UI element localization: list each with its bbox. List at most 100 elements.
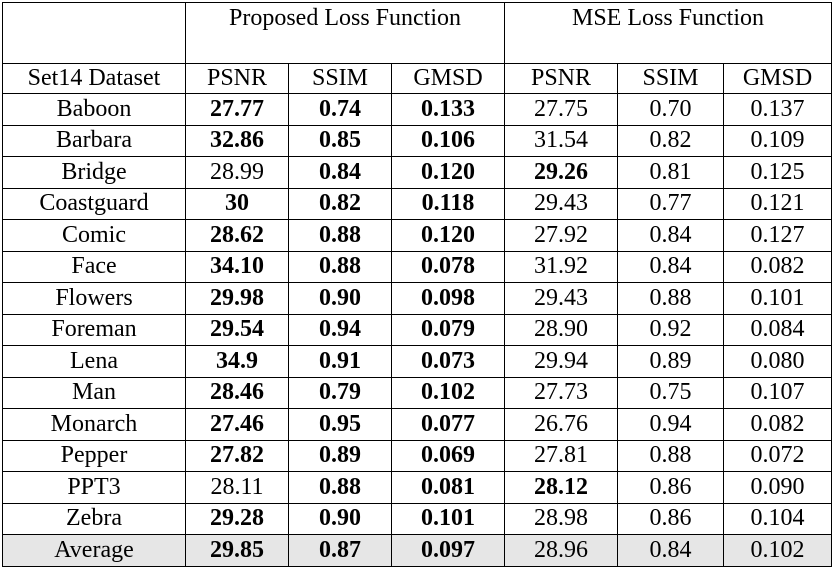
mse-psnr-cell: 27.73 <box>504 376 618 409</box>
mse-psnr-cell: 29.43 <box>504 282 618 315</box>
proposed-gmsd-cell: 0.118 <box>391 187 505 220</box>
mse-psnr-cell: 29.43 <box>504 187 618 220</box>
proposed-gmsd-cell: 0.073 <box>391 345 505 378</box>
results-table: Proposed Loss Function MSE Loss Function… <box>2 2 832 567</box>
proposed-ssim-cell: 0.87 <box>288 534 392 567</box>
mse-ssim-cell: 0.94 <box>617 408 724 441</box>
proposed-ssim-cell: 0.79 <box>288 376 392 409</box>
proposed-psnr-cell: 34.10 <box>185 250 289 283</box>
mse-gmsd-cell: 0.084 <box>723 313 832 346</box>
image-name-cell: Coastguard <box>2 187 186 220</box>
mse-gmsd-cell: 0.104 <box>723 502 832 535</box>
metric-header-psnr: PSNR <box>504 63 618 94</box>
proposed-ssim-cell: 0.84 <box>288 156 392 189</box>
mse-gmsd-cell: 0.082 <box>723 408 832 441</box>
mse-ssim-cell: 0.84 <box>617 250 724 283</box>
table-row: Coastguard 30 0.82 0.118 29.43 0.77 0.121 <box>2 187 832 220</box>
mse-psnr-cell: 27.81 <box>504 439 618 472</box>
mse-psnr-cell: 31.92 <box>504 250 618 283</box>
image-name-cell: Monarch <box>2 408 186 441</box>
mse-psnr-cell: 27.92 <box>504 219 618 252</box>
proposed-gmsd-cell: 0.079 <box>391 313 505 346</box>
image-name-cell: Zebra <box>2 502 186 535</box>
proposed-gmsd-cell: 0.098 <box>391 282 505 315</box>
proposed-ssim-cell: 0.88 <box>288 471 392 504</box>
proposed-psnr-cell: 28.11 <box>185 471 289 504</box>
group-header-proposed: Proposed Loss Function <box>185 2 505 64</box>
image-name-cell: Flowers <box>2 282 186 315</box>
proposed-psnr-cell: 28.46 <box>185 376 289 409</box>
image-name-cell: Comic <box>2 219 186 252</box>
metric-header-gmsd: GMSD <box>723 63 832 94</box>
image-name-cell: Lena <box>2 345 186 378</box>
mse-psnr-cell: 29.94 <box>504 345 618 378</box>
image-name-cell: Foreman <box>2 313 186 346</box>
mse-ssim-cell: 0.88 <box>617 439 724 472</box>
mse-psnr-cell: 26.76 <box>504 408 618 441</box>
mse-ssim-cell: 0.70 <box>617 93 724 126</box>
mse-ssim-cell: 0.89 <box>617 345 724 378</box>
proposed-psnr-cell: 29.54 <box>185 313 289 346</box>
mse-gmsd-cell: 0.102 <box>723 534 832 567</box>
proposed-psnr-cell: 28.99 <box>185 156 289 189</box>
proposed-ssim-cell: 0.90 <box>288 502 392 535</box>
proposed-ssim-cell: 0.74 <box>288 93 392 126</box>
metric-header-ssim: SSIM <box>617 63 724 94</box>
mse-gmsd-cell: 0.082 <box>723 250 832 283</box>
metric-header-row: Set14 Dataset PSNR SSIM GMSD PSNR SSIM G… <box>2 63 832 94</box>
table-row: Foreman 29.54 0.94 0.079 28.90 0.92 0.084 <box>2 313 832 346</box>
mse-psnr-cell: 28.90 <box>504 313 618 346</box>
proposed-gmsd-cell: 0.106 <box>391 124 505 157</box>
mse-gmsd-cell: 0.072 <box>723 439 832 472</box>
mse-ssim-cell: 0.81 <box>617 156 724 189</box>
proposed-psnr-cell: 27.82 <box>185 439 289 472</box>
table-row: Average 29.85 0.87 0.097 28.96 0.84 0.102 <box>2 534 832 567</box>
proposed-ssim-cell: 0.82 <box>288 187 392 220</box>
proposed-ssim-cell: 0.91 <box>288 345 392 378</box>
corner-cell <box>2 2 186 64</box>
proposed-ssim-cell: 0.95 <box>288 408 392 441</box>
group-header-row: Proposed Loss Function MSE Loss Function <box>2 2 832 64</box>
image-name-cell: Man <box>2 376 186 409</box>
table-row: Bridge 28.99 0.84 0.120 29.26 0.81 0.125 <box>2 156 832 189</box>
image-name-cell: Average <box>2 534 186 567</box>
mse-gmsd-cell: 0.090 <box>723 471 832 504</box>
group-header-mse: MSE Loss Function <box>504 2 832 64</box>
mse-ssim-cell: 0.92 <box>617 313 724 346</box>
mse-psnr-cell: 28.98 <box>504 502 618 535</box>
proposed-gmsd-cell: 0.133 <box>391 93 505 126</box>
mse-ssim-cell: 0.84 <box>617 534 724 567</box>
dataset-label: Set14 Dataset <box>2 63 186 94</box>
table-row: Pepper 27.82 0.89 0.069 27.81 0.88 0.072 <box>2 439 832 472</box>
image-name-cell: Baboon <box>2 93 186 126</box>
proposed-psnr-cell: 28.62 <box>185 219 289 252</box>
mse-gmsd-cell: 0.080 <box>723 345 832 378</box>
mse-psnr-cell: 29.26 <box>504 156 618 189</box>
proposed-ssim-cell: 0.94 <box>288 313 392 346</box>
mse-gmsd-cell: 0.107 <box>723 376 832 409</box>
image-name-cell: Barbara <box>2 124 186 157</box>
proposed-gmsd-cell: 0.120 <box>391 156 505 189</box>
proposed-psnr-cell: 34.9 <box>185 345 289 378</box>
mse-ssim-cell: 0.82 <box>617 124 724 157</box>
mse-psnr-cell: 31.54 <box>504 124 618 157</box>
proposed-ssim-cell: 0.89 <box>288 439 392 472</box>
proposed-gmsd-cell: 0.101 <box>391 502 505 535</box>
image-name-cell: Bridge <box>2 156 186 189</box>
table-row: Face 34.10 0.88 0.078 31.92 0.84 0.082 <box>2 250 832 283</box>
table-row: PPT3 28.11 0.88 0.081 28.12 0.86 0.090 <box>2 471 832 504</box>
mse-gmsd-cell: 0.127 <box>723 219 832 252</box>
proposed-psnr-cell: 29.28 <box>185 502 289 535</box>
proposed-ssim-cell: 0.88 <box>288 219 392 252</box>
table-body: Baboon 27.77 0.74 0.133 27.75 0.70 0.137 Barbar… <box>2 93 832 567</box>
table-row: Zebra 29.28 0.90 0.101 28.98 0.86 0.104 <box>2 502 832 535</box>
mse-ssim-cell: 0.86 <box>617 471 724 504</box>
table-row: Man 28.46 0.79 0.102 27.73 0.75 0.107 <box>2 376 832 409</box>
mse-gmsd-cell: 0.121 <box>723 187 832 220</box>
metric-header-gmsd: GMSD <box>391 63 505 94</box>
mse-psnr-cell: 28.96 <box>504 534 618 567</box>
table-row: Comic 28.62 0.88 0.120 27.92 0.84 0.127 <box>2 219 832 252</box>
metric-header-ssim: SSIM <box>288 63 392 94</box>
proposed-psnr-cell: 30 <box>185 187 289 220</box>
mse-ssim-cell: 0.84 <box>617 219 724 252</box>
